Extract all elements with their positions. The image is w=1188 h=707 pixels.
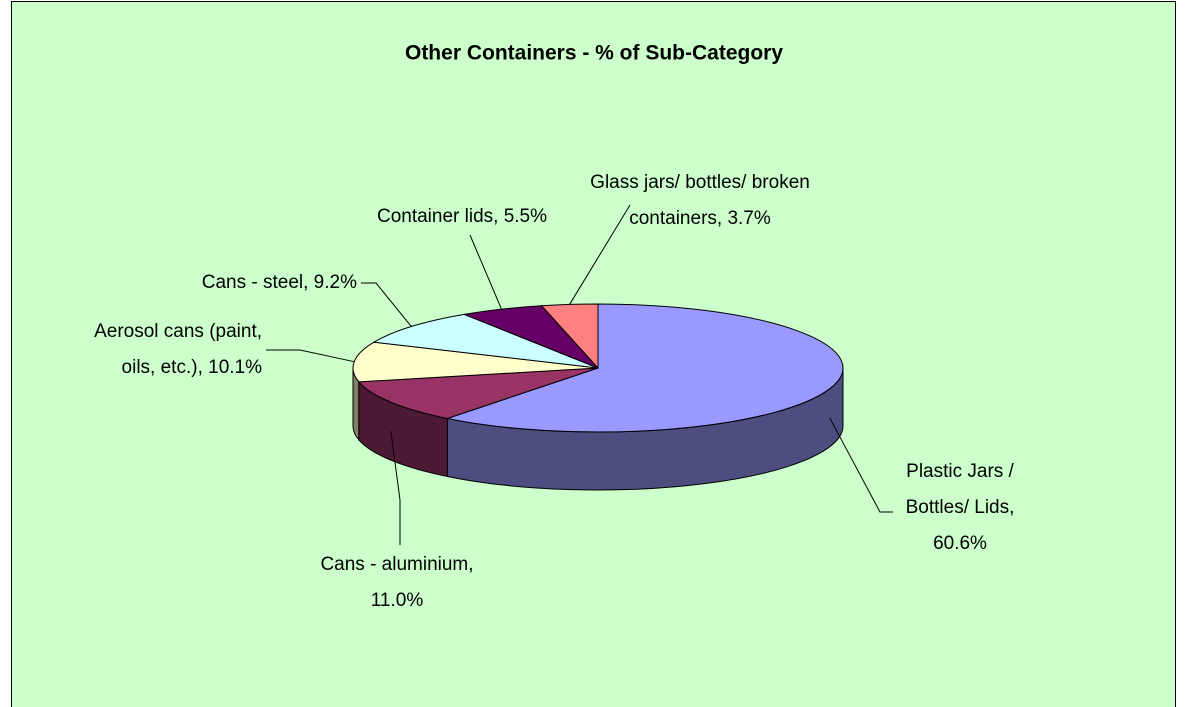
leader-line (266, 349, 355, 363)
data-label: Cans - steel, 9.2% (202, 272, 357, 293)
chart-title: Other Containers - % of Sub-Category (405, 42, 783, 65)
pie-sides (352, 367, 844, 491)
pie-tops (352, 303, 844, 433)
data-label: Cans - aluminium, 11.0% (320, 554, 473, 611)
data-label: Aerosol cans (paint, oils, etc.), 10.1% (94, 321, 262, 378)
leader-line (829, 417, 893, 513)
slice (540, 303, 599, 370)
slice (445, 303, 844, 433)
leader-line (569, 204, 631, 305)
data-label: Glass jars/ bottles/ broken containers, 3… (590, 172, 810, 229)
leader-line (361, 282, 412, 327)
leader-line (469, 234, 502, 310)
data-label: Container lids, 5.5% (377, 206, 547, 227)
slice (357, 367, 599, 419)
slice (372, 313, 599, 369)
data-label: Plastic Jars / Bottles/ Lids, 60.6% (906, 461, 1015, 554)
leader-line (390, 431, 401, 545)
